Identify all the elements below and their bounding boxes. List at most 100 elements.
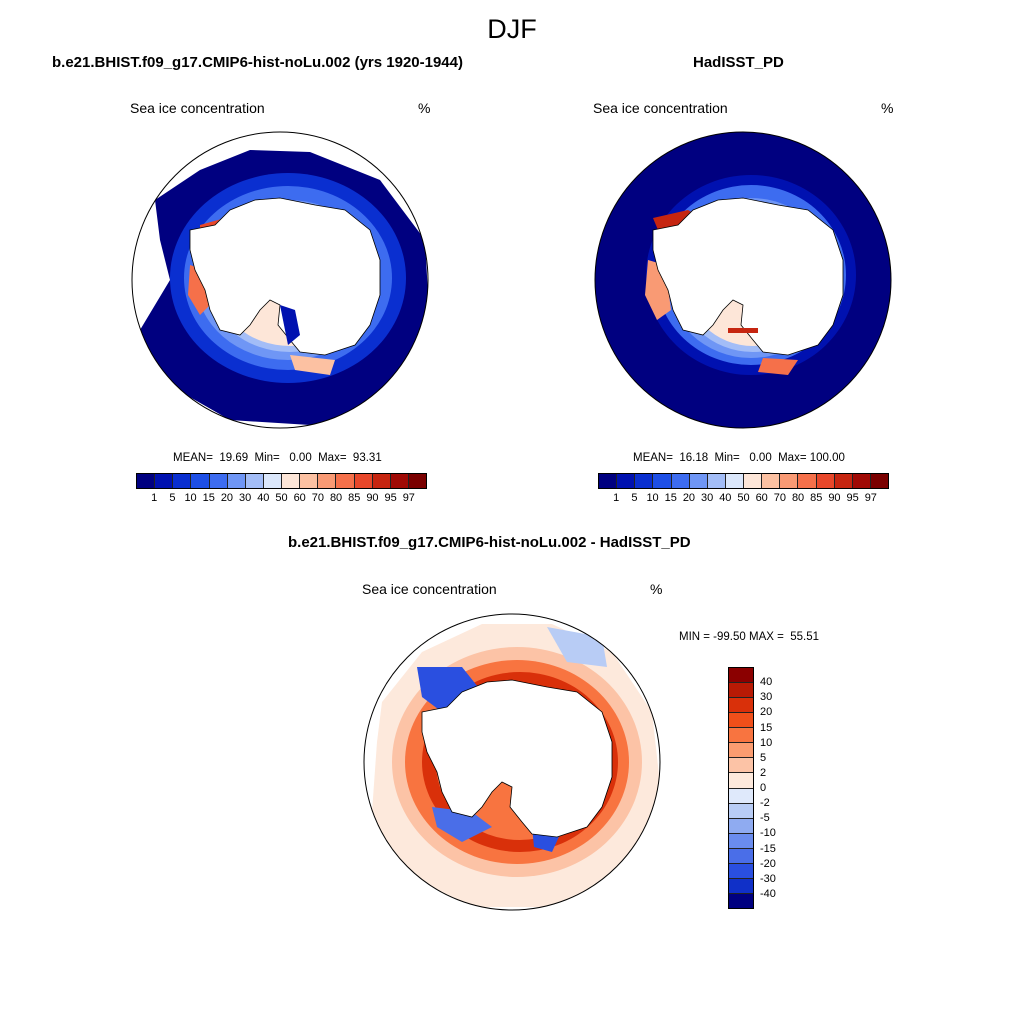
colorbar-tick-label: 20 xyxy=(682,492,696,504)
colorbar-tick-label: 90 xyxy=(828,492,841,504)
colorbar-swatch xyxy=(780,474,799,488)
colorbar-tick-label: 50 xyxy=(737,492,750,504)
diff-colorbar-ticks: 40 30 20 15 10 5 2 0 -2 -5 -10 -15 -20 -30 -40 xyxy=(760,667,800,909)
colorbar-tick-label: -2 xyxy=(760,797,770,810)
colorbar-swatch xyxy=(245,474,264,488)
diff-colorbar xyxy=(728,667,754,909)
diff-panel-title: b.e21.BHIST.f09_g17.CMIP6-hist-noLu.002 … xyxy=(288,534,691,551)
obs-colorbar-ticks: 1 5 10 15 20 30 40 50 60 70 80 85 90 95 97 xyxy=(598,492,889,506)
colorbar-tick-label: 1 xyxy=(613,492,620,504)
colorbar-swatch xyxy=(729,893,753,908)
colorbar-tick-label: 80 xyxy=(329,492,343,504)
colorbar-swatch xyxy=(729,728,753,744)
colorbar-swatch xyxy=(729,833,753,849)
colorbar-tick-label: 40 xyxy=(760,676,773,689)
colorbar-tick-label: 5 xyxy=(169,492,176,504)
colorbar-tick-label: 50 xyxy=(275,492,288,504)
colorbar-swatch xyxy=(155,474,174,488)
colorbar-swatch xyxy=(263,474,282,488)
colorbar-swatch xyxy=(354,474,373,488)
colorbar-tick-label: 95 xyxy=(846,492,859,504)
colorbar-swatch xyxy=(599,474,618,488)
diff-stats: MIN = -99.50 MAX = 55.51 xyxy=(679,631,819,643)
colorbar-swatch xyxy=(816,474,835,488)
colorbar-swatch xyxy=(744,474,763,488)
colorbar-tick-label: 10 xyxy=(646,492,659,504)
colorbar-tick-label: 30 xyxy=(701,492,714,504)
colorbar-swatch xyxy=(408,474,426,488)
colorbar-swatch xyxy=(729,773,753,789)
colorbar-tick-label: 30 xyxy=(760,691,773,704)
colorbar-swatch xyxy=(834,474,853,488)
colorbar-tick-label: 0 xyxy=(760,782,767,794)
colorbar-tick-label: 97 xyxy=(864,492,877,504)
colorbar-tick-label: 15 xyxy=(664,492,677,504)
colorbar-tick-label: 5 xyxy=(631,492,638,504)
colorbar-swatch xyxy=(372,474,391,488)
colorbar-tick-label: 60 xyxy=(293,492,306,504)
diff-units-label: % xyxy=(650,581,663,597)
figure-title: DJF xyxy=(487,14,537,44)
colorbar-tick-label: -5 xyxy=(760,812,770,825)
colorbar-swatch xyxy=(729,788,753,804)
obs-colorbar xyxy=(598,473,889,489)
model-sea-ice-map xyxy=(131,131,429,429)
colorbar-tick-label: 70 xyxy=(773,492,786,504)
colorbar-swatch xyxy=(137,474,156,488)
colorbar-tick-label: 30 xyxy=(239,492,252,504)
colorbar-swatch xyxy=(282,474,301,488)
obs-sea-ice-map xyxy=(594,131,892,429)
model-antarctica-land xyxy=(189,197,381,356)
diff-sea-ice-map xyxy=(363,613,661,911)
model-panel-title: b.e21.BHIST.f09_g17.CMIP6-hist-noLu.002 … xyxy=(52,54,463,71)
colorbar-swatch xyxy=(725,474,744,488)
model-colorbar-ticks: 1 5 10 15 20 30 40 50 60 70 80 85 90 95 97 xyxy=(136,492,427,506)
colorbar-tick-label: 60 xyxy=(755,492,768,504)
colorbar-swatch xyxy=(729,803,753,819)
colorbar-tick-label: 90 xyxy=(366,492,379,504)
colorbar-tick-label: 95 xyxy=(384,492,397,504)
colorbar-tick-label: 85 xyxy=(810,492,823,504)
model-colorbar xyxy=(136,473,427,489)
diff-antarctica-land xyxy=(421,679,613,838)
obs-antarctica-land xyxy=(652,197,844,356)
colorbar-tick-label: 20 xyxy=(220,492,234,504)
colorbar-swatch xyxy=(300,474,319,488)
colorbar-tick-label: -40 xyxy=(760,887,776,900)
colorbar-swatch xyxy=(798,474,817,488)
model-units-label: % xyxy=(418,100,431,116)
colorbar-swatch xyxy=(336,474,355,488)
obs-units-label: % xyxy=(881,100,894,116)
colorbar-swatch xyxy=(617,474,636,488)
colorbar-swatch xyxy=(318,474,337,488)
colorbar-swatch xyxy=(227,474,246,488)
colorbar-swatch xyxy=(729,683,753,699)
colorbar-tick-label: 80 xyxy=(791,492,805,504)
colorbar-tick-label: 40 xyxy=(257,492,270,504)
colorbar-swatch xyxy=(729,668,753,684)
colorbar-tick-label: 5 xyxy=(760,751,767,764)
colorbar-swatch xyxy=(209,474,228,488)
colorbar-tick-label: 85 xyxy=(348,492,361,504)
colorbar-swatch xyxy=(689,474,708,488)
colorbar-swatch xyxy=(729,758,753,774)
obs-panel-title: HadISST_PD xyxy=(693,54,784,71)
colorbar-swatch xyxy=(390,474,409,488)
colorbar-swatch xyxy=(729,878,753,894)
colorbar-tick-label: -10 xyxy=(760,827,776,840)
colorbar-swatch xyxy=(729,863,753,879)
colorbar-swatch xyxy=(762,474,781,488)
colorbar-tick-label: 10 xyxy=(184,492,197,504)
colorbar-tick-label: -30 xyxy=(760,872,776,885)
colorbar-swatch xyxy=(173,474,192,488)
colorbar-swatch xyxy=(191,474,210,488)
colorbar-swatch xyxy=(653,474,672,488)
colorbar-tick-label: 10 xyxy=(760,736,773,749)
colorbar-swatch xyxy=(635,474,654,488)
colorbar-tick-label: 97 xyxy=(402,492,415,504)
colorbar-swatch xyxy=(729,818,753,834)
colorbar-swatch xyxy=(852,474,871,488)
colorbar-tick-label: -20 xyxy=(760,857,776,870)
colorbar-swatch xyxy=(729,743,753,759)
diff-variable-label: Sea ice concentration xyxy=(362,581,497,597)
